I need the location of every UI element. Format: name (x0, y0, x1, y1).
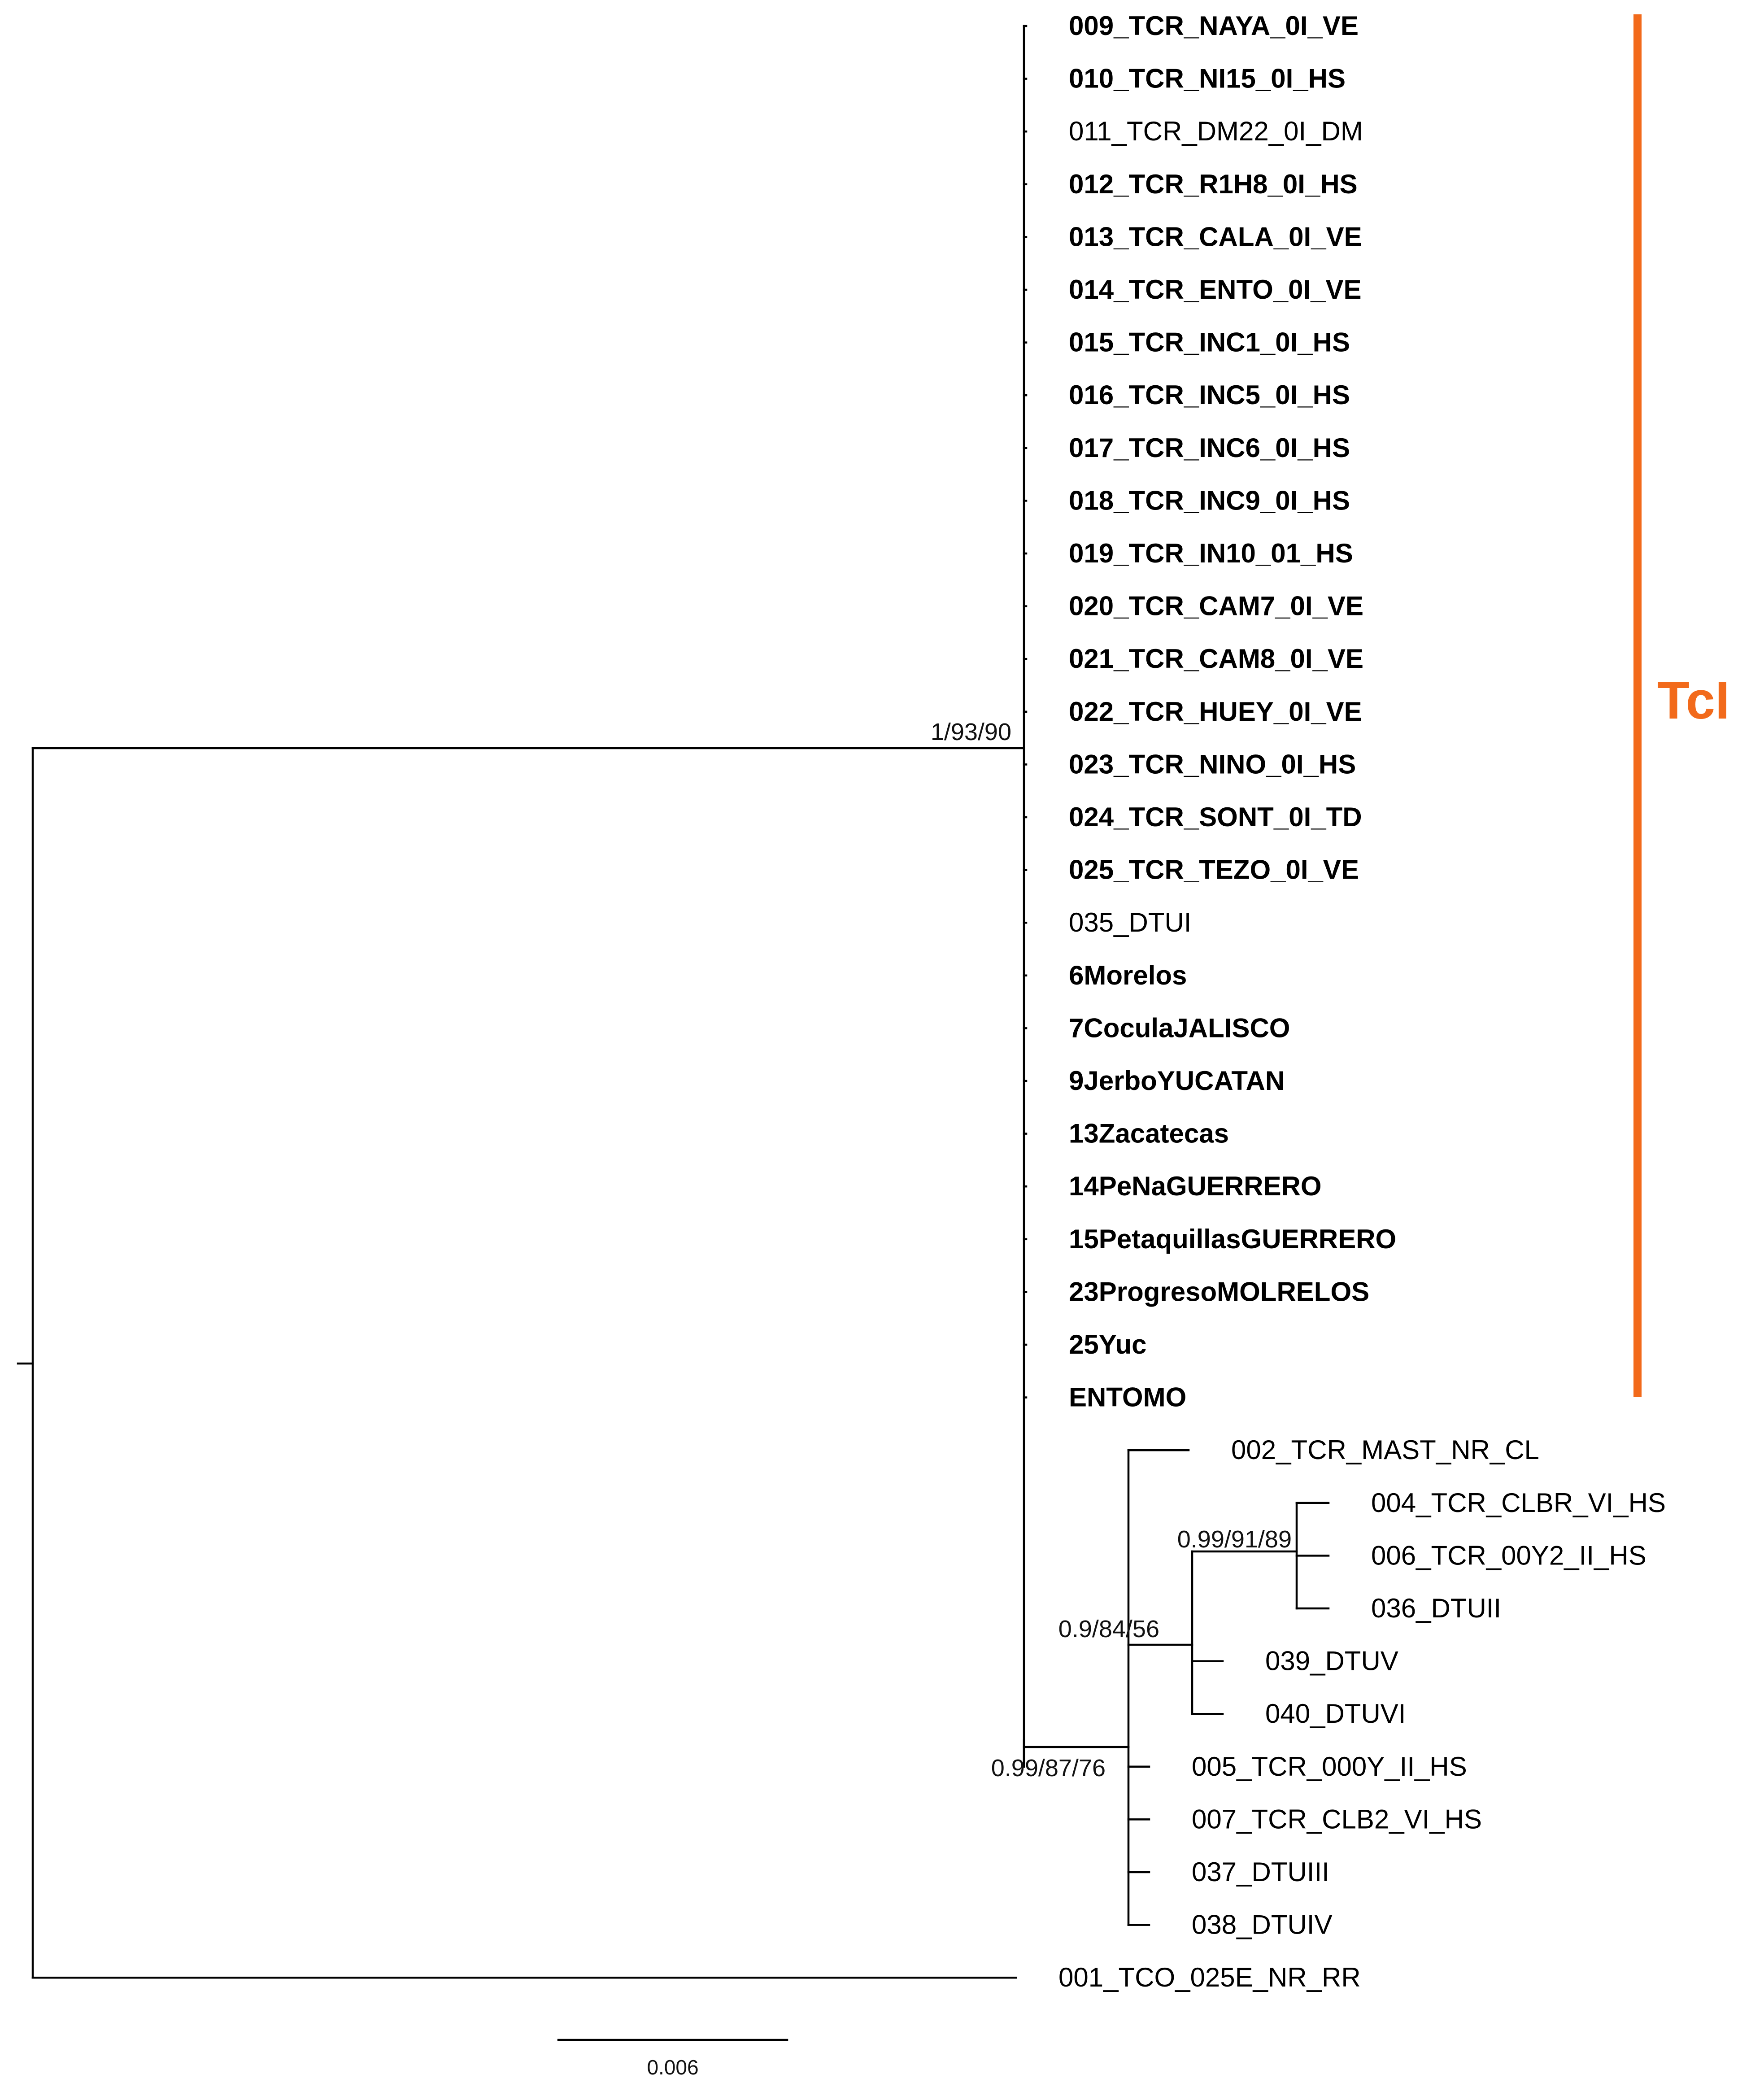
scale-bar-label: 0.006 (647, 2056, 698, 2079)
leaf-label: 021_TCR_CAM8_0I_VE (1069, 644, 1363, 674)
leaf-label: 017_TCR_INC6_0I_HS (1069, 433, 1350, 463)
leaf-label: 038_DTUIV (1192, 1910, 1332, 1940)
leaf-label: 020_TCR_CAM7_0I_VE (1069, 591, 1363, 621)
support-value-other-dtu-clade: 0.99/87/76 (991, 1755, 1106, 1782)
leaf-label: 024_TCR_SONT_0I_TD (1069, 802, 1362, 832)
leaf-label: 13Zacatecas (1069, 1119, 1229, 1149)
tci-clade-label: TcI (1657, 671, 1730, 730)
leaf-label: 7CoculaJALISCO (1069, 1013, 1290, 1043)
leaf-label: 6Morelos (1069, 960, 1187, 990)
leaf-label: 23ProgresoMOLRELOS (1069, 1277, 1369, 1307)
leaf-labels: 009_TCR_NAYA_0I_VE 010_TCR_NI15_0I_HS 011_… (1058, 11, 1666, 1992)
leaf-label: 010_TCR_NI15_0I_HS (1069, 64, 1346, 94)
leaf-label: 015_TCR_INC1_0I_HS (1069, 327, 1350, 357)
leaf-label: 009_TCR_NAYA_0I_VE (1069, 11, 1359, 41)
leaf-label: 006_TCR_00Y2_II_HS (1371, 1540, 1646, 1570)
leaf-label: 013_TCR_CALA_0I_VE (1069, 222, 1362, 252)
tree-branches (17, 25, 1330, 1979)
leaf-label: ENTOMO (1069, 1382, 1186, 1412)
leaf-label: 014_TCR_ENTO_0I_VE (1069, 274, 1362, 305)
leaf-label: 039_DTUV (1265, 1646, 1398, 1676)
leaf-label: 9JerboYUCATAN (1069, 1066, 1285, 1096)
leaf-label: 15PetaquillasGUERRERO (1069, 1224, 1396, 1254)
leaf-label: 016_TCR_INC5_0I_HS (1069, 380, 1350, 410)
leaf-label: 001_TCO_025E_NR_RR (1058, 1962, 1361, 1992)
leaf-label: 012_TCR_R1H8_0I_HS (1069, 169, 1358, 199)
tci-clade-annotation: TcI (1633, 14, 1730, 1397)
leaf-label: 007_TCR_CLB2_VI_HS (1192, 1804, 1482, 1834)
leaf-label: 025_TCR_TEZO_0I_VE (1069, 855, 1359, 885)
support-value-dtu-ii-clade: 0.99/91/89 (1177, 1526, 1292, 1553)
support-value-tci-clade: 1/93/90 (931, 719, 1011, 745)
leaf-label: 004_TCR_CLBR_VI_HS (1371, 1488, 1666, 1518)
leaf-label: 14PeNaGUERRERO (1069, 1171, 1322, 1201)
leaf-label: 037_DTUIII (1192, 1857, 1329, 1887)
leaf-label: 022_TCR_HUEY_0I_VE (1069, 697, 1362, 727)
leaf-label: 040_DTUVI (1265, 1699, 1406, 1729)
support-value-dtu-ii-vi-clade: 0.9/84/56 (1058, 1616, 1159, 1643)
scale-bar: 0.006 (557, 2039, 788, 2079)
leaf-label: 25Yuc (1069, 1329, 1146, 1359)
leaf-label: 036_DTUII (1371, 1593, 1501, 1623)
leaf-label: 005_TCR_000Y_II_HS (1192, 1752, 1467, 1782)
leaf-label: 002_TCR_MAST_NR_CL (1231, 1435, 1539, 1465)
leaf-label: 019_TCR_IN10_01_HS (1069, 538, 1353, 568)
leaf-label: 011_TCR_DM22_0I_DM (1069, 116, 1363, 146)
support-labels: 1/93/90 0.99/87/76 0.9/84/56 0.99/91/89 (931, 719, 1292, 1782)
leaf-label: 018_TCR_INC9_0I_HS (1069, 485, 1350, 515)
leaf-label: 035_DTUI (1069, 907, 1191, 937)
leaf-label: 023_TCR_NINO_0I_HS (1069, 749, 1356, 779)
